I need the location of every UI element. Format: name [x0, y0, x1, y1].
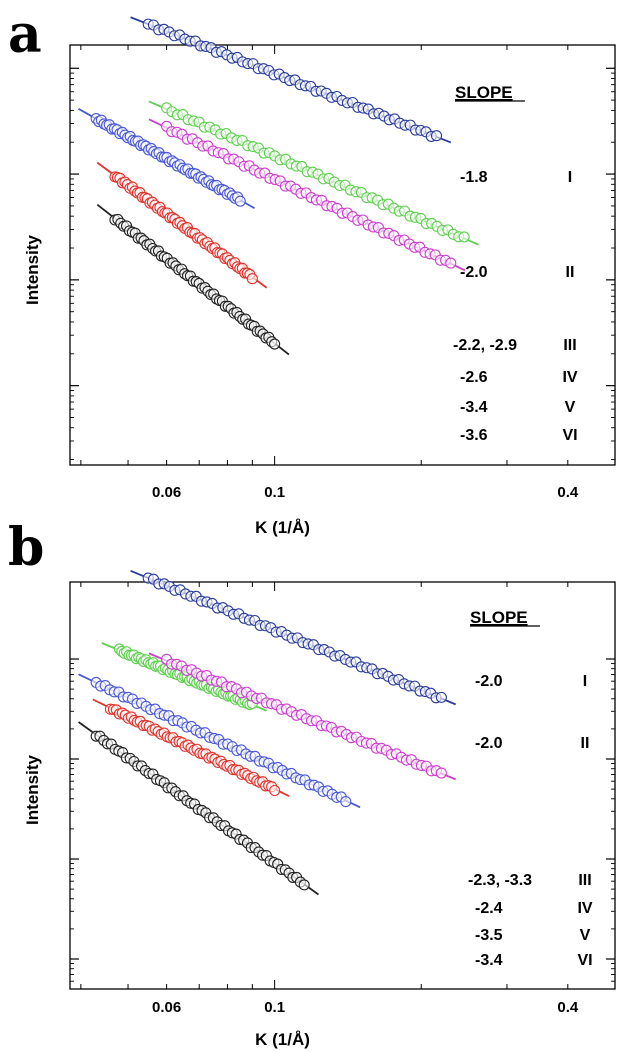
slope-value: -3.4 [475, 952, 503, 969]
data-point [269, 784, 281, 797]
panel-letter: a [8, 4, 42, 65]
panel-letter: b [8, 517, 44, 578]
panel-a: a 0.06 0.1 0.4 K (1/Å) Intensity SLOPE -1.8 I -2.… [8, 4, 616, 537]
series-IV [92, 698, 290, 797]
slope-value: -2.0 [475, 735, 503, 752]
series-V [77, 721, 320, 896]
data-point [458, 231, 470, 243]
series-numeral: VI [577, 952, 592, 969]
y-axis-label: Intensity [23, 755, 42, 825]
x-tick-label: 0.4 [557, 999, 579, 1016]
panel-b: b 0.06 0.1 0.4 K (1/Å) Intensity SLOPE -2.0 I -2.… [8, 517, 616, 1049]
data-point [430, 130, 443, 142]
slope-value: -2.4 [475, 900, 503, 917]
data-point [234, 195, 246, 207]
slope-value: -3.5 [475, 927, 503, 944]
series-numeral: III [563, 337, 576, 354]
slope-legend-header: SLOPE [470, 608, 528, 627]
slope-value: -2.0 [460, 264, 488, 281]
slope-value: -2.2, -2.9 [453, 337, 517, 354]
plot-frame [69, 44, 616, 466]
series-numeral: V [565, 399, 576, 416]
x-tick-label: 0.06 [152, 484, 181, 501]
series-II [148, 652, 457, 781]
x-tick-label: 0.06 [152, 999, 181, 1016]
series-V [96, 161, 268, 289]
slope-value: -1.8 [460, 169, 488, 186]
slope-value: -2.0 [475, 673, 503, 690]
data-point [445, 257, 457, 269]
series-III [78, 673, 361, 809]
data-point [340, 796, 352, 808]
x-tick-label: 0.4 [557, 484, 579, 501]
slope-value: -3.4 [460, 399, 488, 416]
data-point [246, 273, 258, 285]
series-I [130, 16, 452, 144]
slope-value: -2.6 [460, 369, 488, 386]
series-numeral: II [566, 264, 575, 281]
series-III [148, 118, 466, 272]
series-II [148, 100, 479, 246]
series-VI [96, 203, 290, 356]
data-point [298, 879, 310, 891]
plot-frame [69, 581, 616, 990]
series-numeral: I [568, 169, 572, 186]
series-numeral: III [578, 872, 591, 889]
slope-value: -2.3, -3.3 [468, 872, 532, 889]
x-tick-label: 0.1 [264, 999, 285, 1016]
slope-value: -3.6 [460, 427, 488, 444]
slope-legend-header: SLOPE [455, 83, 513, 102]
series-I [130, 569, 457, 706]
series-numeral: I [583, 673, 587, 690]
x-axis-label: K (1/Å) [255, 518, 310, 537]
data-point [269, 338, 281, 350]
x-axis-label: K (1/Å) [255, 1030, 310, 1049]
y-axis-label: Intensity [23, 235, 42, 305]
series-numeral: IV [577, 900, 592, 917]
series-numeral: V [580, 927, 591, 944]
series-numeral: VI [562, 427, 577, 444]
series-IV [78, 107, 256, 210]
x-tick-label: 0.1 [264, 484, 285, 501]
data-point [435, 767, 447, 779]
data-point [435, 691, 447, 703]
series-numeral: II [581, 735, 590, 752]
series-numeral: IV [562, 369, 577, 386]
